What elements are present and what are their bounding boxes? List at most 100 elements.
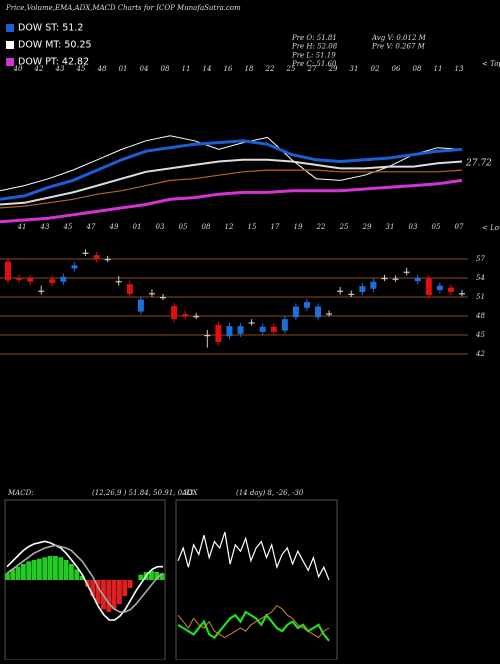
series-line <box>6 540 163 621</box>
stat-label: Pre H: 52.08 <box>291 43 338 51</box>
candle-body <box>71 265 78 269</box>
x-tick-label: 31 <box>386 223 395 231</box>
x-tick-label: 03 <box>409 223 418 231</box>
x-tick-label: 48 <box>97 65 107 73</box>
histogram-bar <box>127 580 133 588</box>
stat-label: Pre C: 51.60 <box>291 60 337 68</box>
candle-body <box>215 324 222 342</box>
x-tick-label: 02 <box>371 65 380 73</box>
candle-body <box>436 285 443 291</box>
histogram-bar <box>63 560 69 580</box>
legend-label: DOW MT: 50.25 <box>18 40 92 51</box>
y-tick-label: 57 <box>476 255 485 263</box>
x-tick-label: 17 <box>271 223 280 231</box>
x-tick-label: 29 <box>362 223 372 231</box>
histogram-bar <box>154 572 160 580</box>
panel <box>175 499 338 661</box>
x-tick-label: 49 <box>109 223 119 231</box>
x-tick-label: 07 <box>455 223 464 231</box>
candle-body <box>237 326 244 334</box>
histogram-bar <box>37 558 42 580</box>
legend-swatch <box>6 24 14 32</box>
candle-body <box>148 293 155 295</box>
y-tick-label: 45 <box>475 331 485 339</box>
y-tick-label: 51 <box>476 293 485 301</box>
x-tick-label: 04 <box>140 65 149 73</box>
x-tick-label: 03 <box>156 223 165 231</box>
candle-body <box>337 290 344 292</box>
annotation: 27.72 <box>465 159 492 169</box>
candle-body <box>270 326 277 332</box>
histogram-bar <box>58 557 64 580</box>
legend-label: DOW PT: 42.82 <box>18 57 89 68</box>
legend-swatch <box>6 58 14 66</box>
histogram-bar <box>117 580 122 604</box>
x-tick-label: 45 <box>63 223 73 231</box>
x-tick-label: 11 <box>434 65 443 73</box>
candle-body <box>204 335 211 337</box>
histogram-bar <box>138 574 144 580</box>
histogram-bar <box>159 573 165 580</box>
candle-body <box>281 319 288 331</box>
stat-label: Pre V: 0.267 M <box>371 43 426 51</box>
candle-body <box>226 326 233 337</box>
x-tick-label: 01 <box>133 223 142 231</box>
candle-body <box>5 261 11 281</box>
x-tick-label: 31 <box>350 65 359 73</box>
series-line <box>0 158 463 206</box>
stat-label: Pre L: 51.19 <box>291 51 336 59</box>
candle-body <box>392 278 399 280</box>
series-line <box>6 544 164 613</box>
x-tick-label: 22 <box>316 223 326 231</box>
x-tick-label: 08 <box>413 65 422 73</box>
candle-body <box>82 252 89 254</box>
x-tick-label: 25 <box>339 223 349 231</box>
x-tick-label: 42 <box>34 65 44 73</box>
candle-body <box>292 306 299 318</box>
x-tick-label: 11 <box>182 65 191 73</box>
series-line <box>177 531 330 581</box>
histogram-bar <box>42 557 48 580</box>
x-tick-label: 16 <box>224 65 233 73</box>
candle-body <box>27 277 34 282</box>
candle-body <box>459 293 465 295</box>
series-line <box>0 169 463 209</box>
candle-body <box>38 290 45 292</box>
histogram-bar <box>69 564 74 580</box>
histogram-bar <box>26 561 32 580</box>
x-tick-label: 45 <box>76 65 86 73</box>
axis-note: < Tope <box>482 60 500 68</box>
series-line <box>0 135 463 192</box>
page-title: Price,Volume,EMA,ADX,MACD Charts for ICO… <box>5 4 241 12</box>
x-tick-label: 06 <box>392 65 401 73</box>
x-tick-label: 22 <box>265 65 275 73</box>
histogram-bar <box>90 580 96 596</box>
candle-body <box>171 305 178 320</box>
stat-label: Pre O: 51.81 <box>291 34 337 42</box>
candle-body <box>359 286 366 292</box>
panel-subtitle: (14 day) 8, -26, -30 <box>236 489 304 497</box>
x-tick-label: 40 <box>13 65 23 73</box>
candle-body <box>425 278 432 296</box>
candle-body <box>126 284 133 294</box>
candle-body <box>303 302 310 308</box>
x-tick-label: 43 <box>55 65 65 73</box>
x-tick-label: 19 <box>294 223 303 231</box>
x-tick-label: 12 <box>225 223 234 231</box>
candle-body <box>137 299 144 312</box>
x-tick-label: 29 <box>328 65 338 73</box>
histogram-bar <box>79 576 85 580</box>
series-line <box>177 610 330 642</box>
x-tick-label: 18 <box>245 65 254 73</box>
histogram-bar <box>149 570 154 580</box>
candle-body <box>259 326 266 332</box>
histogram-bar <box>53 556 58 580</box>
axis-note: < Lowe <box>482 224 500 232</box>
panel-subtitle: (12,26,9 ) 51.84, 50.91, 0.93 <box>92 489 194 497</box>
histogram-bar <box>31 560 37 580</box>
panel-title: MACD: <box>7 489 34 497</box>
histogram-bar <box>95 580 101 604</box>
candle-body <box>248 322 255 324</box>
histogram-bar <box>5 573 10 580</box>
legend-swatch <box>6 41 14 49</box>
